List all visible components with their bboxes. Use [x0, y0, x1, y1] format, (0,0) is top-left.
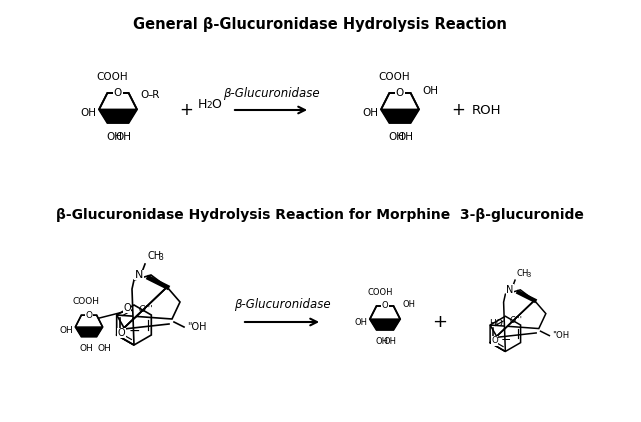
Polygon shape: [370, 319, 400, 330]
Polygon shape: [381, 109, 419, 123]
Text: OH: OH: [97, 344, 111, 353]
Text: O: O: [396, 88, 404, 98]
Text: General β-Glucuronidase Hydrolysis Reaction: General β-Glucuronidase Hydrolysis React…: [133, 17, 507, 32]
Text: +: +: [451, 101, 465, 119]
Text: OH: OH: [397, 132, 413, 142]
Text: OH: OH: [79, 344, 93, 353]
Text: COOH: COOH: [378, 72, 410, 82]
Text: "OH: "OH: [187, 322, 206, 332]
Text: OH: OH: [376, 337, 388, 346]
Text: O: O: [114, 88, 122, 98]
Text: +: +: [179, 101, 193, 119]
Text: OH: OH: [354, 318, 367, 327]
Text: β-Glucuronidase: β-Glucuronidase: [234, 298, 330, 311]
Text: –R: –R: [148, 90, 160, 100]
Text: "OH: "OH: [552, 331, 569, 340]
Text: O''': O''': [510, 316, 523, 325]
Text: N: N: [506, 285, 513, 295]
Text: HO: HO: [489, 319, 503, 328]
Text: CH: CH: [517, 269, 529, 278]
Polygon shape: [370, 306, 400, 319]
Text: CH: CH: [147, 251, 161, 261]
Polygon shape: [117, 275, 167, 345]
Text: O: O: [211, 97, 221, 111]
Text: OH: OH: [115, 132, 131, 142]
Text: O: O: [85, 311, 92, 320]
Text: −: −: [500, 333, 510, 346]
Text: −: −: [128, 324, 140, 338]
Text: OH: OH: [422, 86, 438, 96]
Text: ROH: ROH: [472, 103, 501, 116]
Text: COOH: COOH: [97, 72, 128, 82]
Text: OH: OH: [60, 326, 73, 335]
Polygon shape: [99, 93, 137, 109]
Polygon shape: [117, 287, 180, 345]
Text: OH: OH: [80, 108, 96, 119]
Polygon shape: [381, 93, 419, 109]
Text: O''': O''': [139, 306, 154, 314]
Text: OH: OH: [383, 337, 396, 346]
Text: β-Glucuronidase Hydrolysis Reaction for Morphine  3-β-glucuronide: β-Glucuronidase Hydrolysis Reaction for …: [56, 208, 584, 222]
Polygon shape: [76, 315, 103, 327]
Text: β-Glucuronidase: β-Glucuronidase: [222, 87, 319, 100]
Polygon shape: [99, 109, 137, 123]
Text: O: O: [118, 328, 126, 338]
Polygon shape: [490, 300, 546, 352]
Text: N: N: [135, 270, 143, 280]
Text: COOH: COOH: [73, 297, 100, 306]
Text: O: O: [123, 303, 131, 313]
Text: O: O: [140, 90, 148, 100]
Text: OH: OH: [403, 300, 415, 309]
Text: 3: 3: [526, 272, 531, 278]
Text: COOH: COOH: [368, 288, 393, 297]
Text: H: H: [198, 97, 208, 111]
Text: O: O: [491, 336, 498, 345]
Polygon shape: [490, 290, 535, 352]
Text: +: +: [433, 313, 447, 331]
Text: 2: 2: [206, 102, 212, 111]
Polygon shape: [76, 327, 103, 337]
Text: O: O: [381, 301, 388, 311]
Text: OH: OH: [362, 108, 378, 119]
Text: OH: OH: [388, 132, 404, 142]
Text: 3: 3: [158, 254, 163, 262]
Text: OH: OH: [106, 132, 122, 142]
